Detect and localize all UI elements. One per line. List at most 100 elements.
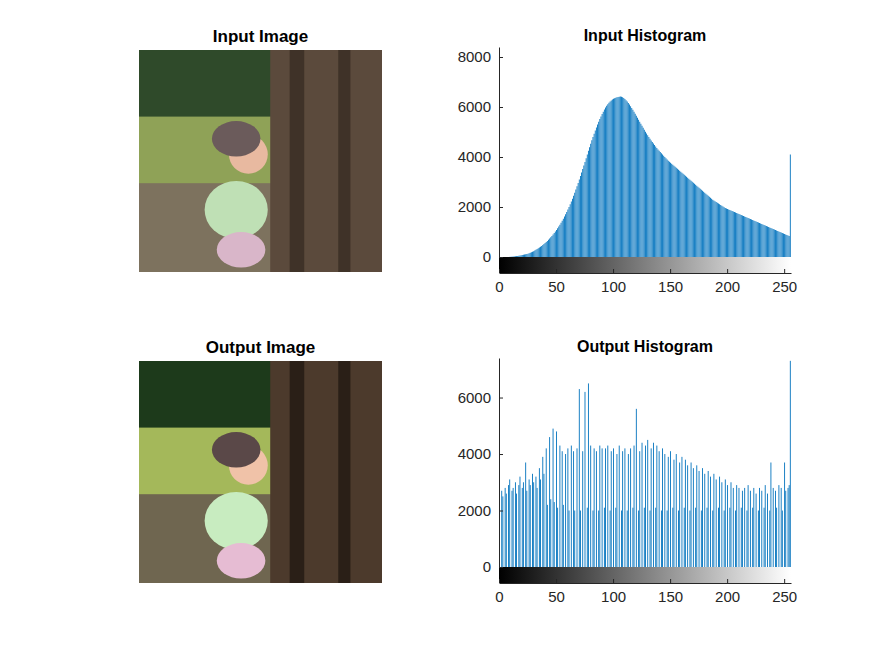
bar bbox=[789, 155, 791, 258]
bar bbox=[700, 511, 702, 567]
bar bbox=[565, 454, 567, 567]
bar bbox=[683, 175, 685, 257]
bar bbox=[690, 181, 692, 257]
bar bbox=[712, 200, 714, 257]
grass bbox=[139, 428, 273, 506]
x-tick-label: 0 bbox=[495, 278, 503, 295]
bar bbox=[631, 108, 633, 257]
bar bbox=[700, 190, 702, 257]
bar bbox=[671, 164, 673, 257]
grass bbox=[139, 117, 273, 195]
x-axis: 050100150200250 bbox=[495, 579, 797, 605]
bar bbox=[747, 485, 749, 567]
bar bbox=[538, 248, 540, 258]
y-axis-line bbox=[499, 48, 500, 258]
x-tick-mark bbox=[670, 579, 671, 583]
y-axis: 02000400060008000 bbox=[458, 48, 503, 266]
gray-ramp bbox=[499, 257, 791, 273]
bar bbox=[587, 383, 589, 567]
bar bbox=[639, 122, 641, 257]
bar bbox=[788, 236, 790, 257]
bar bbox=[553, 233, 555, 257]
bar bbox=[732, 212, 734, 258]
bar bbox=[640, 124, 642, 257]
bar bbox=[773, 567, 775, 568]
bar bbox=[659, 567, 661, 568]
bar bbox=[530, 567, 532, 568]
bar bbox=[768, 567, 770, 568]
bar bbox=[763, 225, 765, 257]
bar bbox=[610, 101, 612, 258]
bar bbox=[591, 140, 593, 257]
bar bbox=[757, 223, 759, 258]
bar bbox=[546, 505, 548, 567]
x-tick-label: 0 bbox=[495, 588, 503, 605]
bar bbox=[549, 437, 551, 567]
bar bbox=[737, 214, 739, 258]
bar bbox=[633, 112, 635, 257]
bar bbox=[660, 153, 662, 257]
bar bbox=[506, 257, 508, 258]
bar bbox=[718, 204, 720, 258]
bar bbox=[686, 567, 688, 568]
bar bbox=[504, 488, 506, 567]
bar bbox=[542, 457, 544, 567]
photo bbox=[139, 361, 382, 583]
y-tick-mark bbox=[499, 398, 503, 399]
x-tick-mark bbox=[727, 579, 728, 583]
bar bbox=[699, 567, 701, 568]
bar bbox=[529, 485, 531, 567]
bar bbox=[684, 460, 686, 567]
bar bbox=[662, 155, 664, 258]
bar bbox=[576, 448, 578, 567]
bar bbox=[595, 451, 597, 567]
bar bbox=[572, 199, 574, 257]
bar bbox=[538, 468, 540, 567]
bar bbox=[678, 170, 680, 257]
bar bbox=[707, 196, 709, 257]
bars bbox=[499, 361, 791, 567]
x-tick-mark bbox=[556, 269, 557, 273]
bar bbox=[577, 183, 579, 257]
bar bbox=[679, 463, 681, 568]
x-tick-label: 200 bbox=[715, 588, 740, 605]
bar bbox=[567, 448, 569, 567]
bar bbox=[738, 488, 740, 567]
bar bbox=[658, 151, 660, 257]
bar bbox=[713, 201, 715, 258]
bar bbox=[533, 251, 535, 257]
bar bbox=[606, 567, 608, 568]
hat bbox=[212, 121, 261, 157]
bar bbox=[540, 479, 542, 567]
bar bbox=[755, 222, 757, 258]
bar bbox=[716, 203, 718, 257]
bar bbox=[581, 567, 583, 568]
bar bbox=[575, 190, 577, 258]
x-tick: 250 bbox=[772, 579, 797, 605]
bar bbox=[592, 511, 594, 567]
bar bbox=[543, 474, 545, 567]
y-tick: 2000 bbox=[458, 502, 503, 519]
bar bbox=[690, 463, 692, 568]
bar bbox=[516, 494, 518, 567]
trunk-shade bbox=[338, 50, 350, 272]
bar bbox=[673, 460, 675, 567]
bar bbox=[658, 451, 660, 567]
bar bbox=[723, 511, 725, 567]
sky bbox=[139, 361, 382, 583]
bar bbox=[625, 100, 627, 257]
x-axis-line bbox=[500, 273, 792, 274]
bar bbox=[609, 102, 611, 258]
bar bbox=[598, 122, 600, 257]
bar bbox=[761, 224, 763, 257]
bar bbox=[753, 488, 755, 567]
bar bbox=[583, 567, 585, 568]
bar bbox=[740, 215, 742, 257]
bar bbox=[529, 253, 531, 257]
bar bbox=[676, 169, 678, 257]
bar bbox=[521, 488, 523, 567]
bar bbox=[648, 137, 650, 257]
bar bbox=[597, 567, 599, 568]
bar bbox=[752, 508, 754, 567]
bar bbox=[536, 249, 538, 257]
